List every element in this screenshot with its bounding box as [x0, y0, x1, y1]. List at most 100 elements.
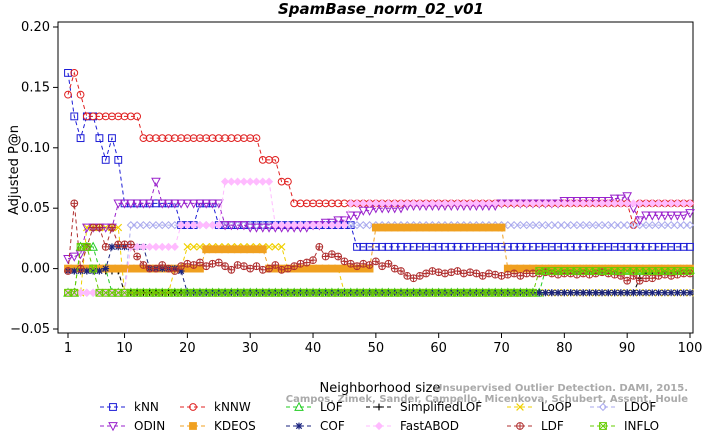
- data-point: [164, 264, 173, 273]
- data-point: [635, 276, 644, 285]
- data-point: [132, 199, 142, 209]
- data-point: [667, 267, 676, 275]
- data-point: [271, 243, 280, 251]
- legend-label: LDF: [541, 419, 564, 433]
- data-point: [673, 221, 682, 230]
- data-point: [459, 199, 468, 208]
- series-layer: [63, 69, 695, 297]
- series-line: [68, 224, 690, 294]
- data-point: [685, 221, 695, 230]
- data-point: [535, 221, 544, 230]
- data-point: [258, 155, 267, 164]
- data-point: [635, 199, 644, 208]
- data-point: [133, 264, 142, 273]
- data-point: [164, 134, 173, 143]
- data-point: [120, 112, 129, 121]
- data-point: [680, 289, 688, 297]
- data-point: [616, 194, 626, 204]
- data-point: [265, 243, 273, 251]
- data-point: [133, 288, 142, 297]
- data-point: [214, 134, 223, 143]
- data-point: [151, 221, 161, 230]
- data-point: [271, 155, 280, 164]
- data-point: [434, 242, 443, 251]
- data-point: [76, 288, 85, 297]
- data-point: [283, 264, 292, 273]
- data-point: [611, 289, 619, 297]
- data-point: [89, 112, 98, 121]
- data-point: [384, 199, 393, 208]
- data-point: [246, 288, 255, 297]
- legend-marker: [295, 422, 303, 430]
- axes: 1 10 20 30 40 50 60 70 80 90 100 −0.05 0.00 0.05 0.10 0…: [10, 20, 702, 356]
- data-point: [327, 288, 336, 297]
- data-point: [371, 199, 380, 208]
- legend-item-cof: COF: [286, 419, 345, 433]
- data-point: [258, 245, 267, 254]
- data-point: [126, 240, 135, 249]
- data-point: [139, 261, 148, 269]
- data-point: [334, 199, 343, 208]
- data-point: [309, 199, 317, 208]
- data-point: [96, 267, 103, 275]
- legend-label: LOF: [320, 400, 343, 414]
- data-point: [189, 261, 198, 269]
- data-point: [240, 288, 248, 297]
- data-point: [616, 199, 625, 208]
- data-point: [478, 223, 487, 232]
- data-point: [290, 262, 299, 271]
- data-point: [346, 199, 355, 208]
- data-point: [246, 264, 255, 273]
- data-point: [232, 221, 243, 231]
- data-point: [604, 242, 613, 251]
- data-point: [271, 288, 280, 297]
- data-point: [403, 271, 412, 280]
- data-point: [516, 199, 525, 208]
- data-point: [89, 223, 98, 232]
- data-point: [635, 221, 644, 230]
- legend-marker: [189, 403, 197, 411]
- data-point: [434, 288, 443, 297]
- data-point: [497, 271, 506, 280]
- data-point: [170, 221, 179, 230]
- data-point: [497, 288, 506, 297]
- data-point: [120, 240, 129, 249]
- legend-label: FastABOD: [400, 419, 459, 433]
- data-point: [403, 242, 412, 251]
- data-point: [522, 269, 531, 278]
- data-point: [214, 258, 223, 267]
- legend-label: SimplifiedLOF: [400, 400, 482, 414]
- data-point: [654, 242, 663, 251]
- data-point: [673, 267, 682, 275]
- data-point: [509, 221, 519, 230]
- data-point: [630, 289, 637, 297]
- data-point: [101, 288, 110, 297]
- data-point: [397, 242, 405, 251]
- data-point: [547, 267, 556, 275]
- data-point: [510, 242, 518, 251]
- data-point: [271, 221, 280, 230]
- data-point: [340, 288, 349, 297]
- data-point: [139, 242, 148, 251]
- data-point: [177, 134, 185, 143]
- data-point: [333, 216, 343, 226]
- data-point: [541, 267, 550, 275]
- data-point: [258, 265, 267, 274]
- data-point: [604, 199, 613, 208]
- data-point: [283, 221, 293, 230]
- data-point: [334, 288, 343, 297]
- data-point: [102, 265, 110, 272]
- data-point: [403, 199, 412, 208]
- data-point: [678, 211, 689, 221]
- data-point: [491, 288, 500, 297]
- data-point: [642, 242, 650, 251]
- data-point: [585, 221, 594, 230]
- data-point: [648, 199, 657, 208]
- data-point: [635, 242, 644, 251]
- data-point: [208, 134, 217, 143]
- legend-item-lof: LOF: [286, 400, 343, 414]
- data-point: [108, 134, 116, 143]
- data-point: [491, 242, 500, 251]
- data-point: [164, 242, 173, 251]
